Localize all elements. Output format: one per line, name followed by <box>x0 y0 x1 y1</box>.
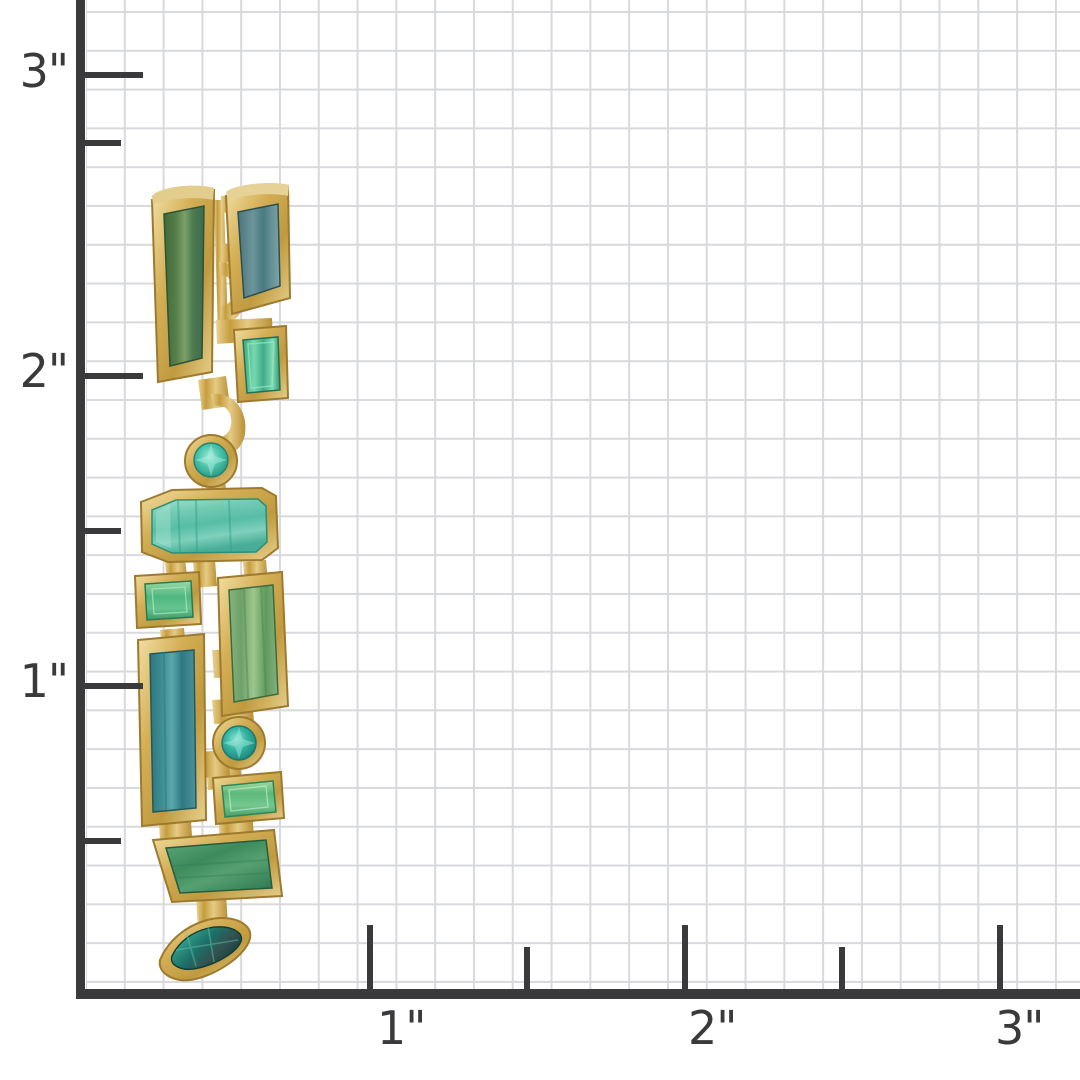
x-axis-label-1in: 1" <box>377 1001 426 1055</box>
y-axis-label-2in: 2" <box>19 344 69 398</box>
y-axis-label-3in: 3" <box>19 44 69 98</box>
y-tick-1in <box>85 683 143 689</box>
y-tick-2in <box>85 373 143 379</box>
x-tick-2in <box>682 925 688 989</box>
x-axis-label-3in: 3" <box>995 1001 1044 1055</box>
y-tick-2p5in <box>85 140 121 146</box>
y-tick-1p5in <box>85 528 121 534</box>
x-tick-1in <box>367 925 373 989</box>
y-tick-3in <box>85 72 143 78</box>
x-tick-2p5in <box>839 947 845 989</box>
measuring-grid <box>86 0 1080 989</box>
y-axis-line <box>76 0 85 999</box>
x-tick-1p5in <box>524 947 530 989</box>
x-tick-3in <box>997 925 1003 989</box>
x-axis-line <box>76 989 1080 999</box>
y-tick-0p5in <box>85 838 121 844</box>
y-axis-label-1in: 1" <box>19 654 69 708</box>
x-axis-label-2in: 2" <box>688 1001 737 1055</box>
